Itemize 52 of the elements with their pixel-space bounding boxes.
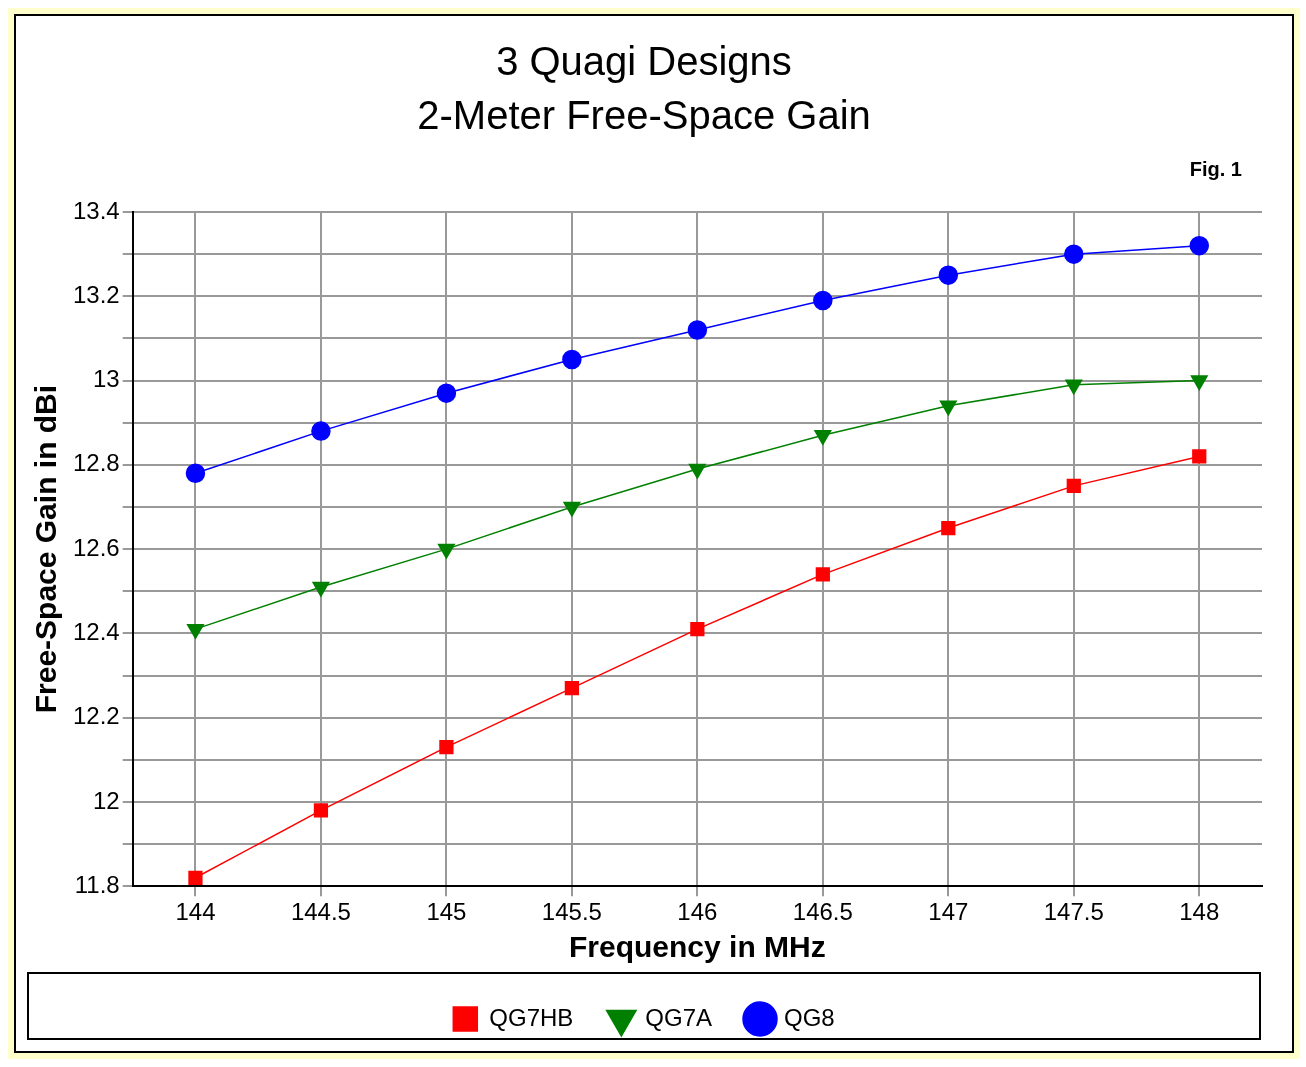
legend-label: QG8 [784,1003,835,1031]
point [1192,449,1207,464]
x-axis-title: Frequency in MHz [569,930,826,964]
point [813,290,833,311]
x-tick-label: 146 [677,898,718,926]
point [313,803,329,818]
legend-label: QG7A [645,1003,713,1031]
point [186,623,204,639]
point [562,349,582,370]
point [185,463,206,483]
point [938,265,959,285]
point [1066,478,1081,494]
x-tick-label: 147 [928,898,969,926]
point [436,383,457,403]
point [312,581,330,597]
y-tick-label: 13.4 [72,196,120,224]
point [815,567,830,582]
point [687,320,708,340]
y-tick-label: 12 [93,786,120,814]
x-tick-label: 147.5 [1043,898,1104,926]
point [563,501,581,517]
point [1065,379,1083,395]
y-tick-label: 13 [93,365,120,393]
y-tick-label: 12.8 [72,449,120,477]
x-tick-label: 144 [175,898,216,926]
point [439,740,454,755]
caption: Fig. 1 [1189,157,1242,180]
point [939,400,957,416]
y-tick-label: 12.4 [72,618,120,645]
point [564,681,579,696]
point [1064,244,1084,264]
point [1189,235,1210,256]
point [688,463,706,479]
chart-subtitle: 2-Meter Free-Space Gain [417,93,871,138]
y-tick-label: 13.2 [72,280,120,308]
x-tick-label: 145.5 [541,898,602,926]
x-tick-label: 146.5 [792,898,853,926]
point [941,520,956,536]
y-tick-label: 12.2 [72,702,120,730]
y-tick-label: 12.6 [72,533,120,561]
point [188,870,203,885]
point [437,543,455,559]
x-tick-label: 148 [1179,898,1220,926]
point [311,421,331,441]
x-tick-label: 145 [426,898,467,926]
point [690,622,705,637]
y-axis-title: Free-Space Gain in dBi [29,384,63,714]
x-tick-label: 144.5 [290,898,351,926]
chart-title: 3 Quagi Designs [496,39,792,84]
point [1190,375,1208,391]
y-tick-label: 11.8 [74,870,120,898]
legend-label: QG7HB [489,1003,574,1031]
